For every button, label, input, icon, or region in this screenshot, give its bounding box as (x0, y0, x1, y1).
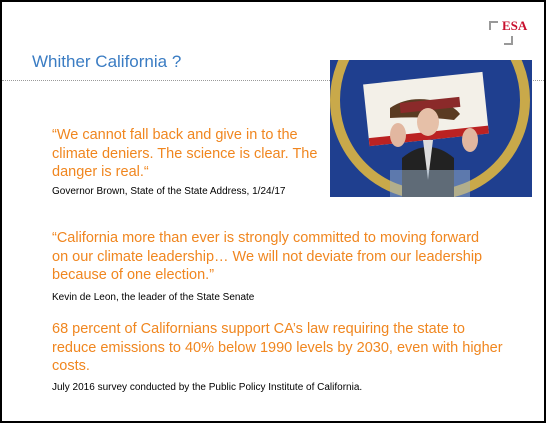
quote-source: Kevin de Leon, the leader of the State S… (52, 292, 254, 303)
quote-source: July 2016 survey conducted by the Public… (52, 382, 362, 393)
quote: 68 percent of Californians support CA’s … (52, 320, 512, 376)
quote-source: Governor Brown, State of the State Addre… (52, 186, 285, 197)
photo (330, 60, 532, 197)
quote: “California more than ever is strongly c… (52, 229, 492, 285)
logo: ESA (502, 18, 527, 34)
quote: “We cannot fall back and give in to the … (52, 126, 324, 182)
slide-title: Whither California ? (32, 52, 181, 72)
slide: Whither California ? ESA “We cannot fall… (0, 0, 546, 423)
